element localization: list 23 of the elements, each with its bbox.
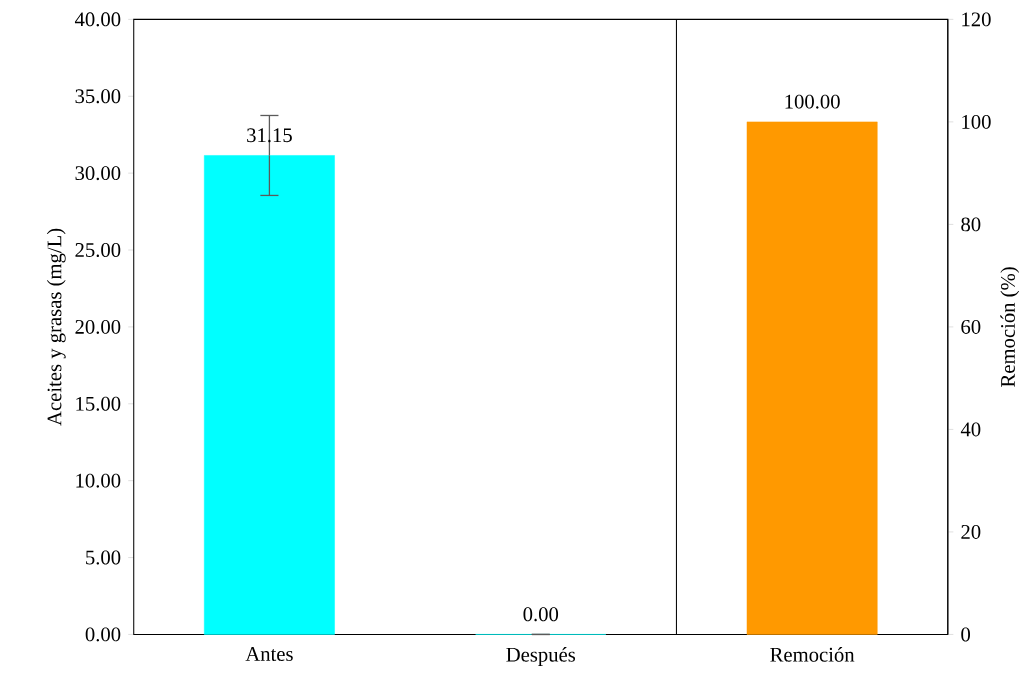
y-tick-label: 40.00: [74, 12, 121, 27]
y-tick-label: 15.00: [76, 396, 121, 411]
y2-tick-label: 120: [962, 12, 991, 27]
y2-tick-label: 100: [962, 114, 991, 129]
y2-tick-label: 20: [961, 524, 981, 539]
y2-tick-label: 40: [960, 422, 981, 437]
y2-axis-title: Remoción (%): [1000, 267, 1020, 387]
y2-tick-label: 80: [961, 217, 981, 232]
y-tick-label: 20.00: [75, 319, 121, 334]
x-tick-label: Después: [506, 647, 576, 666]
x-tick-label: Remoción: [770, 647, 855, 662]
data-label: 0.00: [523, 607, 559, 622]
y-tick-label: 0.00: [85, 627, 121, 642]
y2-tick-label: 0: [961, 627, 971, 642]
y-axis-title: Aceites y grasas (mg/L): [46, 228, 66, 426]
x-tick-label: Antes: [245, 647, 293, 661]
data-label: 100.00: [785, 94, 840, 109]
y-tick-label: 5.00: [86, 550, 121, 565]
y-tick-label: 35.00: [75, 89, 121, 104]
y2-tick-label: 60: [961, 319, 981, 334]
y-tick-label: 30.00: [75, 166, 121, 181]
y-tick-label: 10.00: [76, 473, 121, 488]
y-tick-label: 25.00: [75, 242, 121, 257]
